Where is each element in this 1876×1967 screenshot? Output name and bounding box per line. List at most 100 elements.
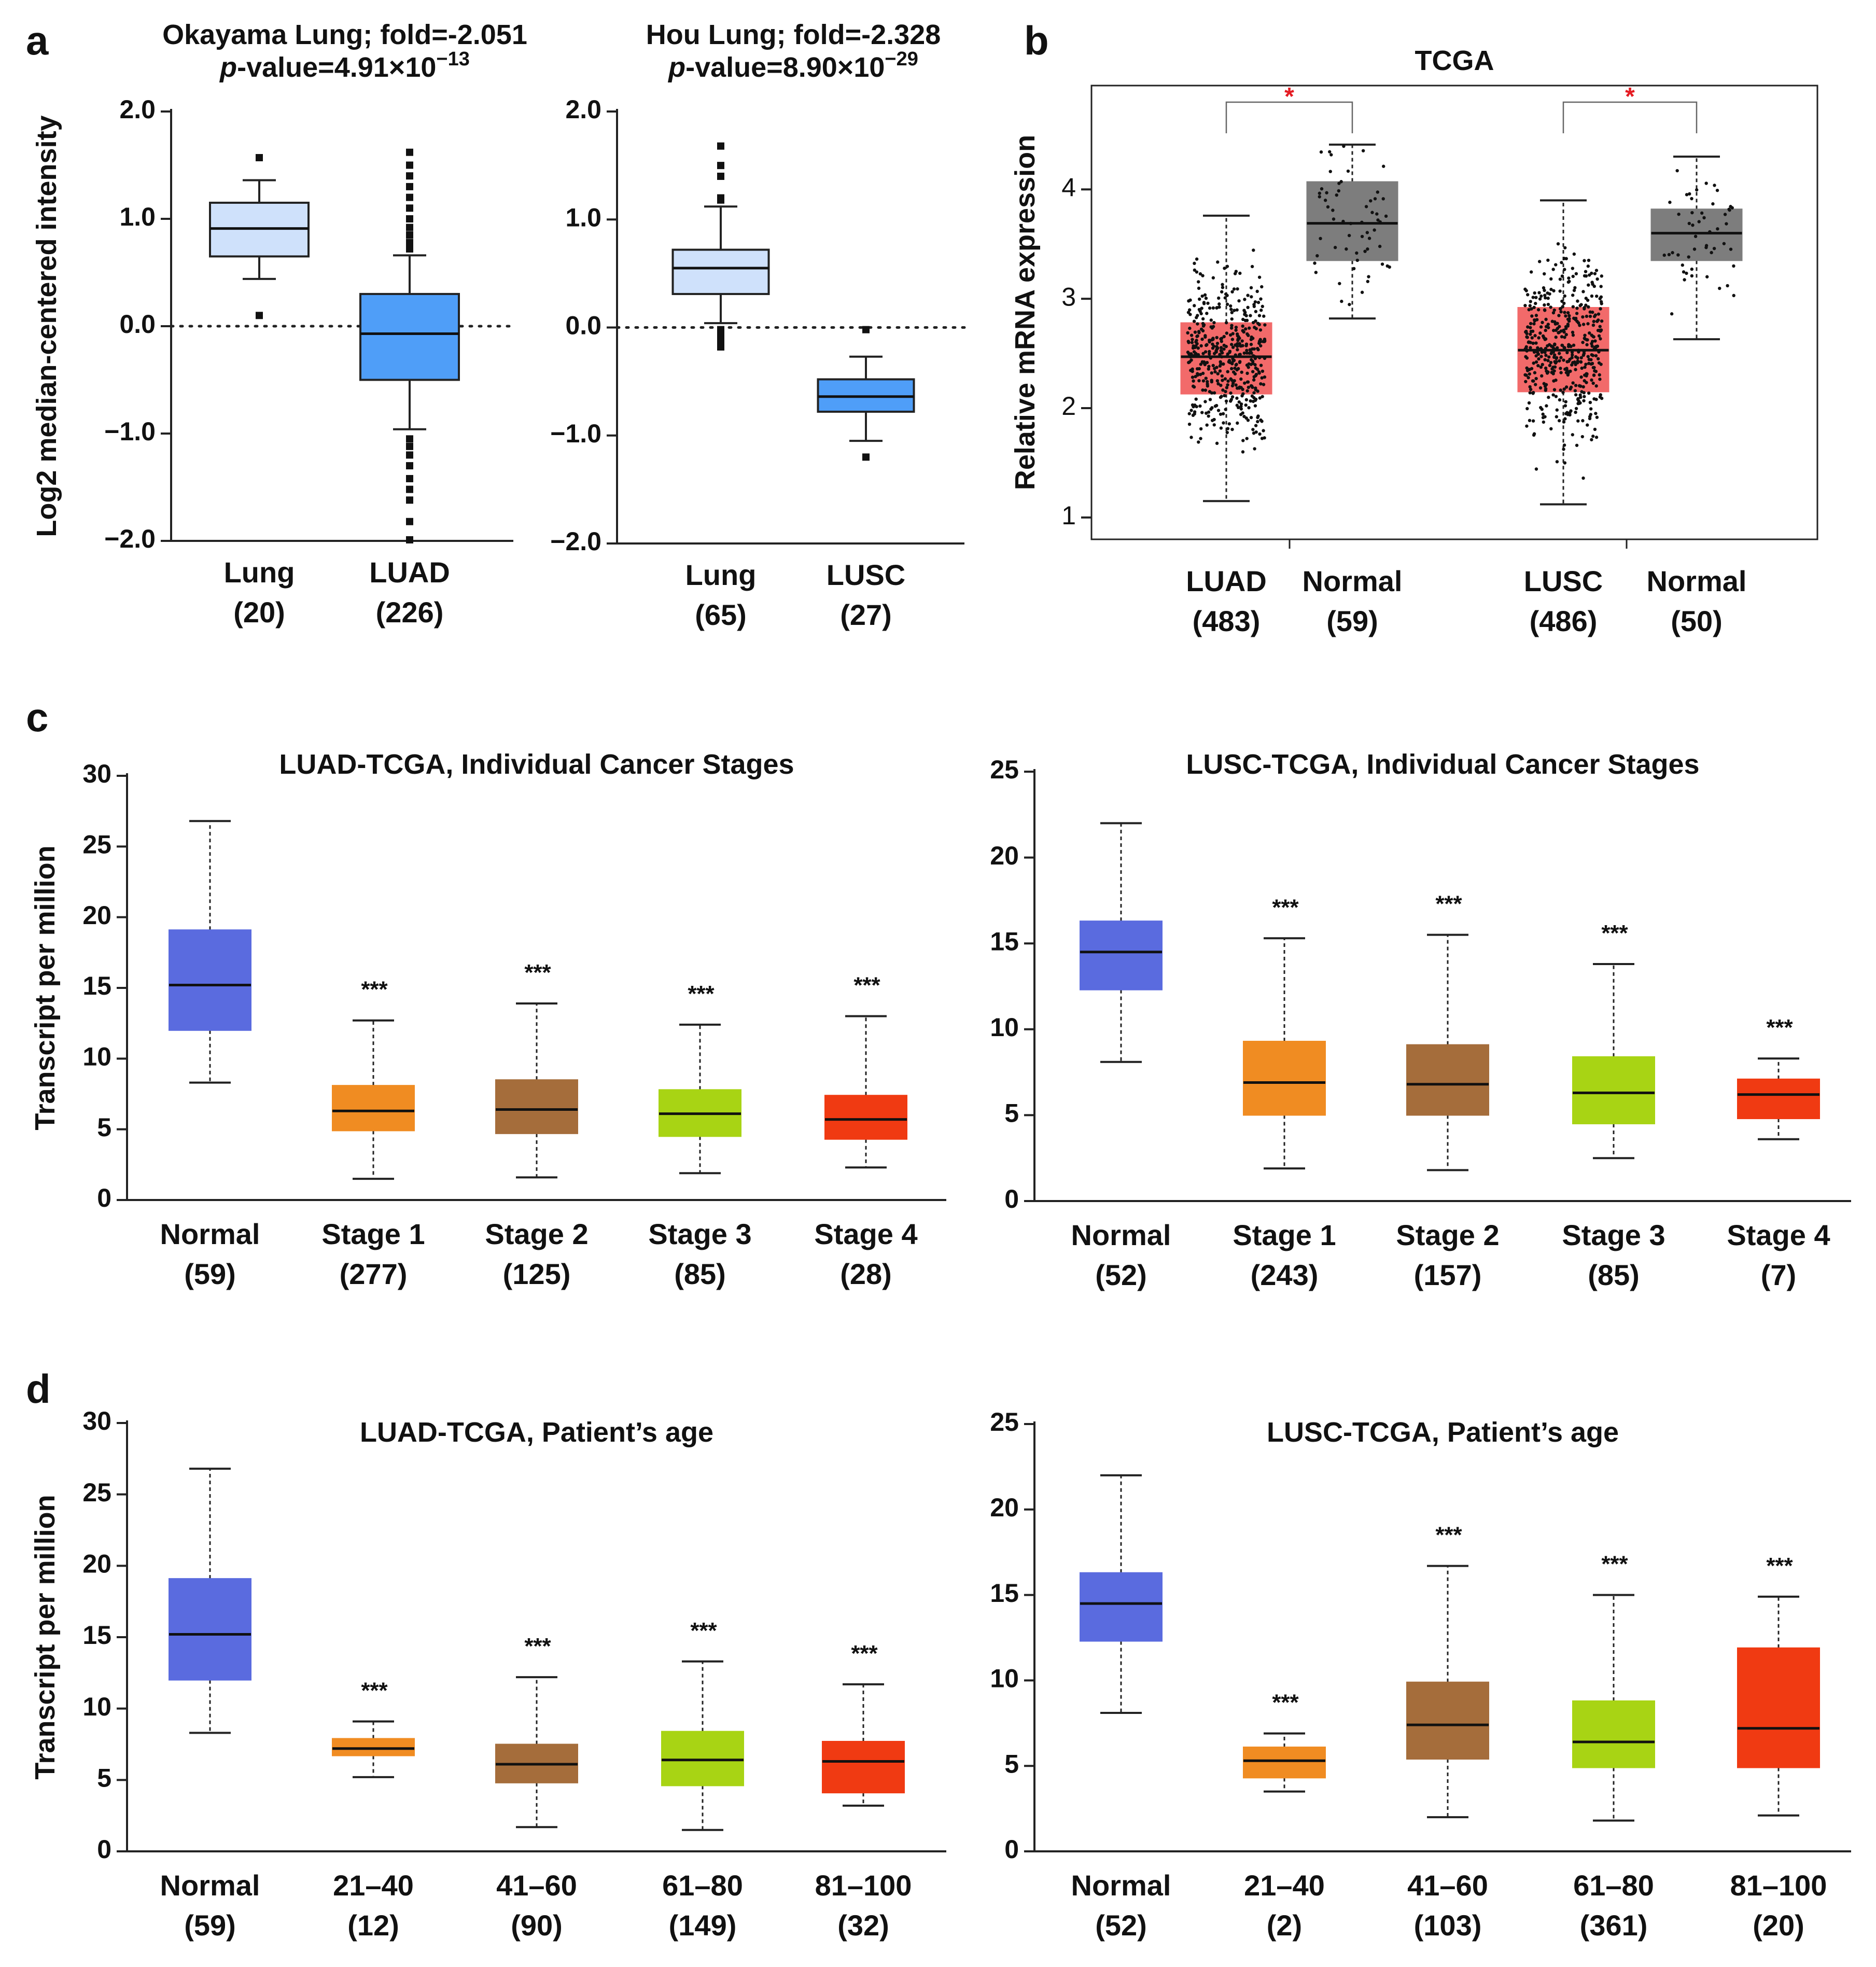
data-point	[1726, 284, 1729, 288]
data-point	[1205, 312, 1209, 315]
data-point	[1528, 304, 1532, 308]
data-point	[1531, 392, 1535, 395]
data-point	[1257, 356, 1262, 359]
data-point	[1576, 361, 1579, 365]
data-point	[1572, 288, 1576, 292]
data-point	[1319, 150, 1323, 154]
data-point	[1543, 358, 1547, 361]
chart-a1: 2.0 1.0 0.0 −1.0 −2.0 Okayama Lung; fold=-2.0…	[31, 19, 527, 629]
data-point	[1544, 337, 1548, 341]
data-point	[1190, 341, 1194, 344]
category-label: Normal	[1071, 1219, 1171, 1251]
data-point	[1259, 309, 1263, 312]
data-point	[1598, 395, 1602, 399]
data-point	[1576, 401, 1580, 406]
category-count: (85)	[674, 1258, 726, 1290]
y-tick-label: 5	[1004, 1749, 1019, 1778]
data-point	[1716, 227, 1719, 231]
data-point	[1588, 400, 1592, 404]
data-point	[1533, 371, 1537, 374]
data-point	[1227, 422, 1231, 426]
category-label: 61–80	[1573, 1869, 1654, 1902]
data-point	[1677, 212, 1681, 216]
data-point	[1559, 356, 1563, 359]
data-point	[1729, 247, 1733, 251]
data-point	[1364, 205, 1368, 208]
data-point	[1237, 400, 1241, 404]
outlier-point	[406, 183, 413, 190]
data-point	[1224, 321, 1228, 325]
data-point	[1588, 273, 1591, 277]
data-point	[1581, 385, 1585, 389]
data-point	[1201, 379, 1206, 383]
y-tick-label: 0.0	[565, 311, 601, 340]
data-point	[1559, 310, 1563, 314]
data-point	[1525, 366, 1529, 370]
data-point	[1532, 432, 1536, 436]
data-point	[1249, 399, 1252, 403]
data-point	[1549, 352, 1553, 355]
data-point	[1571, 267, 1575, 270]
data-point	[1224, 292, 1228, 296]
data-point	[1212, 423, 1216, 427]
data-point	[1543, 294, 1547, 297]
data-point	[1360, 234, 1364, 239]
data-point	[1562, 328, 1565, 332]
chart-title: Okayama Lung; fold=-2.051	[162, 19, 527, 50]
data-point	[1207, 367, 1210, 371]
data-point	[1249, 342, 1253, 346]
data-point	[1208, 398, 1212, 401]
outlier-point	[406, 462, 413, 470]
data-point	[1562, 448, 1565, 451]
data-point	[1253, 404, 1257, 408]
data-point	[1332, 217, 1336, 221]
data-point	[1337, 189, 1341, 193]
data-point	[1695, 188, 1699, 192]
data-point	[1524, 330, 1528, 334]
data-point	[1367, 275, 1370, 278]
box-1	[332, 1085, 415, 1132]
data-point	[1541, 320, 1544, 325]
data-point	[1532, 305, 1536, 310]
y-tick-label: 20	[990, 1493, 1019, 1522]
y-tick-label: 2.0	[565, 95, 601, 124]
data-point	[1586, 264, 1590, 268]
data-point	[1676, 253, 1680, 257]
data-point	[1259, 297, 1263, 301]
data-point	[1189, 409, 1193, 412]
data-point	[1529, 300, 1532, 303]
data-point	[1197, 280, 1200, 284]
data-point	[1538, 386, 1543, 390]
data-point	[1244, 403, 1248, 407]
data-point	[1236, 348, 1239, 352]
data-point	[1195, 342, 1199, 345]
data-point	[1718, 286, 1721, 290]
data-point	[1558, 289, 1562, 293]
data-point	[1346, 169, 1350, 173]
data-point	[1586, 322, 1590, 326]
data-point	[1228, 350, 1232, 353]
data-point	[1224, 408, 1227, 411]
y-tick-label: 0	[97, 1183, 111, 1212]
data-point	[1547, 396, 1550, 399]
data-point	[1259, 418, 1263, 422]
data-point	[1328, 150, 1332, 154]
data-point	[1208, 355, 1211, 358]
data-point	[1243, 381, 1247, 385]
data-point	[1192, 319, 1196, 323]
data-point	[1216, 372, 1220, 375]
data-point	[1233, 272, 1237, 275]
data-point	[1725, 222, 1728, 226]
data-point	[1252, 347, 1256, 351]
data-point	[1544, 328, 1547, 332]
data-point	[1220, 395, 1223, 398]
data-point	[1224, 399, 1228, 403]
data-point	[1599, 337, 1602, 341]
data-point	[1546, 370, 1550, 374]
data-point	[1557, 330, 1561, 334]
data-point	[1220, 290, 1224, 294]
data-point	[1575, 312, 1579, 315]
data-point	[1233, 379, 1236, 383]
data-point	[1577, 350, 1580, 354]
data-point	[1245, 318, 1249, 323]
